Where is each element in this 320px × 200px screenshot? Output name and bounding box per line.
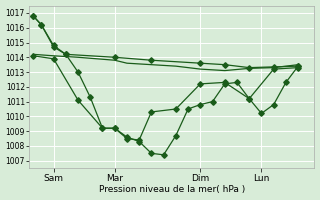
X-axis label: Pression niveau de la mer( hPa ): Pression niveau de la mer( hPa ) xyxy=(99,185,245,194)
